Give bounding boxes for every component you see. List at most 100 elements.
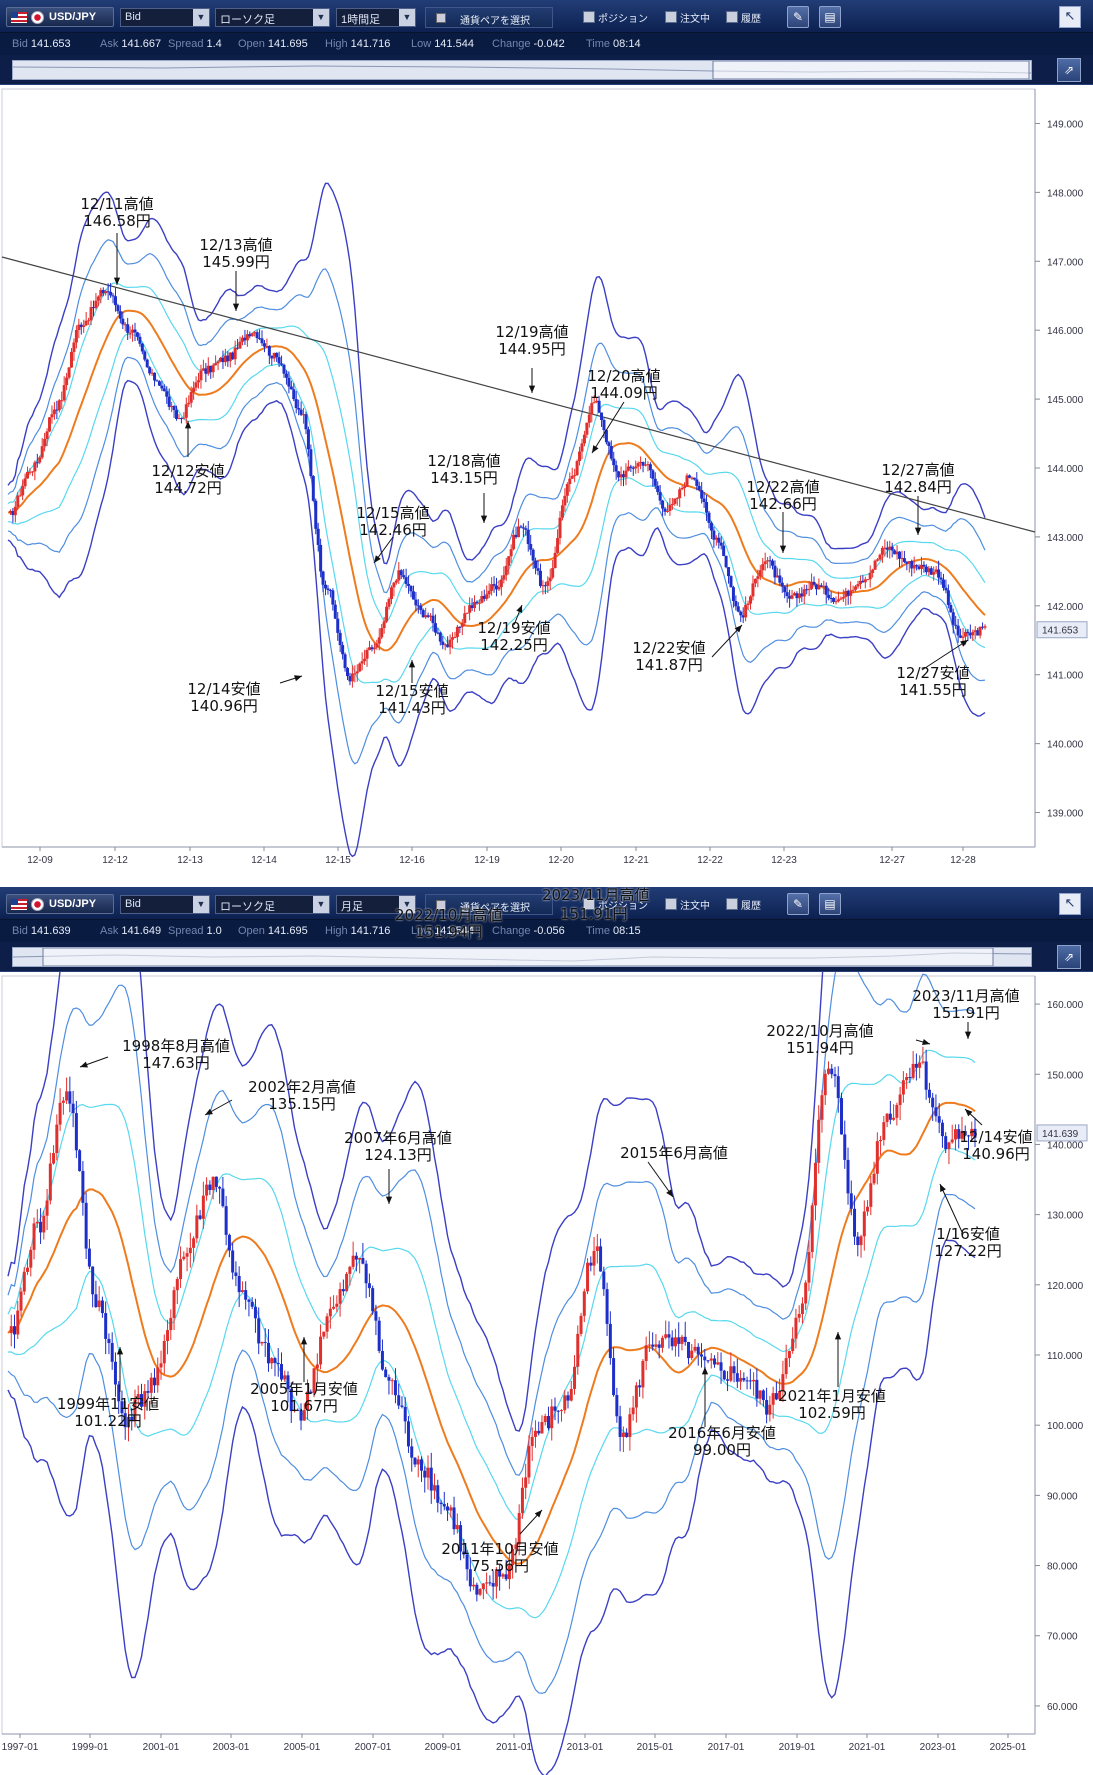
- candle-body: [227, 1234, 231, 1251]
- currency-pair-badge[interactable]: USD/JPY: [6, 894, 114, 914]
- candle-body: [937, 569, 941, 578]
- candle-body: [849, 590, 853, 596]
- collapse-arrow-icon[interactable]: ↖: [1059, 6, 1081, 28]
- x-tick-label: 12-23: [771, 855, 797, 866]
- candle-body: [538, 570, 542, 586]
- candle-body: [485, 594, 489, 599]
- candle-body: [790, 595, 794, 599]
- settings-window-icon[interactable]: ▤: [819, 6, 841, 28]
- drawing-tool-icon[interactable]: ✎: [787, 6, 809, 28]
- candle-body: [862, 1211, 866, 1237]
- candle-body: [74, 1113, 78, 1151]
- candle-body: [97, 1300, 101, 1307]
- candle-body: [448, 639, 452, 648]
- candle-body: [67, 367, 71, 378]
- expand-icon[interactable]: ⇗: [1057, 945, 1081, 969]
- timeframe-select[interactable]: 月足 ▼: [336, 895, 416, 914]
- candle-body: [423, 1470, 427, 1478]
- candle-body: [550, 1406, 554, 1429]
- candle-body: [548, 577, 552, 582]
- history-checkbox[interactable]: 履歴: [726, 897, 761, 912]
- annotation-value: 141.43円: [378, 699, 446, 717]
- candle-body: [355, 671, 359, 674]
- collapse-arrow-icon[interactable]: ↖: [1059, 893, 1081, 915]
- candle-body: [712, 530, 716, 540]
- candle-body: [490, 584, 494, 591]
- candle-body: [781, 1374, 785, 1392]
- candle-body: [385, 606, 389, 622]
- candle-body: [944, 1136, 948, 1150]
- candle-body: [824, 585, 828, 595]
- candle-body: [683, 486, 687, 489]
- candle-body: [844, 590, 848, 597]
- y-tick-label: 148.000: [1047, 188, 1084, 199]
- candle-body: [780, 582, 784, 587]
- navigator-scrollbar[interactable]: [12, 60, 1032, 80]
- monthly-candlestick-chart[interactable]: 160.000 150.000 140.000 130.000 120.000 110.0…: [0, 972, 1093, 1775]
- annotation-value: 142.66円: [749, 495, 817, 513]
- chart-style-select[interactable]: ローソク足 ▼: [215, 895, 330, 914]
- candle-body: [624, 470, 628, 478]
- annotation-label: 12/22安値: [632, 639, 705, 657]
- select-pair-button[interactable]: 通貨ペアを選択: [425, 894, 553, 915]
- candle-body: [189, 392, 193, 403]
- moving-average-line: [7, 309, 986, 652]
- candle-body: [87, 1248, 91, 1267]
- hourly-candlestick-chart[interactable]: 149.000 148.000 147.000 146.000 145.000 144.0…: [0, 85, 1093, 887]
- candle-body: [111, 295, 115, 297]
- currency-pair-badge[interactable]: USD/JPY: [6, 7, 114, 27]
- candle-body: [570, 475, 574, 479]
- candle-body: [201, 368, 205, 371]
- navigator-scrollbar[interactable]: [12, 947, 1032, 967]
- candle-body: [473, 601, 477, 609]
- annotation-arrowhead: [294, 675, 302, 682]
- settings-window-icon[interactable]: ▤: [819, 893, 841, 915]
- candle-body: [660, 1337, 664, 1348]
- candle-body: [419, 1459, 423, 1471]
- chart-style-select[interactable]: ローソク足 ▼: [215, 8, 330, 27]
- candle-body: [722, 545, 726, 556]
- candle-body: [91, 307, 95, 309]
- candle-body: [565, 484, 569, 496]
- candle-body: [927, 1089, 931, 1098]
- candle-body: [192, 387, 196, 393]
- timeframe-select[interactable]: 1時間足 ▼: [336, 8, 416, 27]
- candle-body: [641, 1360, 645, 1388]
- candle-body: [731, 587, 735, 602]
- candle-body: [325, 1316, 329, 1332]
- candle-body: [143, 351, 147, 360]
- candle-body: [157, 381, 161, 386]
- candle-body: [527, 1446, 531, 1478]
- price-type-select[interactable]: Bid ▼: [120, 8, 210, 27]
- candle-body: [530, 1436, 534, 1447]
- candle-body: [900, 558, 904, 560]
- timeframe-value: 1時間足: [341, 14, 381, 26]
- x-tick-label: 12-22: [697, 855, 723, 866]
- drawing-tool-icon[interactable]: ✎: [787, 893, 809, 915]
- select-pair-button[interactable]: 通貨ペアを選択: [425, 7, 553, 28]
- current-price-label: 141.653: [1042, 626, 1079, 637]
- annotation-value: 102.59円: [798, 1404, 866, 1422]
- candle-body: [722, 1370, 726, 1380]
- candle-body: [697, 485, 701, 491]
- candle-body: [65, 377, 69, 386]
- candle-body: [238, 341, 242, 349]
- candle-body: [231, 1250, 235, 1273]
- price-type-select[interactable]: Bid ▼: [120, 895, 210, 914]
- candle-body: [292, 389, 296, 400]
- orders-checkbox[interactable]: 注文中: [665, 10, 710, 25]
- candle-body: [250, 333, 254, 337]
- position-checkbox[interactable]: ポジション: [583, 10, 648, 25]
- history-checkbox[interactable]: 履歴: [726, 10, 761, 25]
- candle-body: [971, 631, 975, 636]
- position-checkbox[interactable]: ポジション: [583, 897, 648, 912]
- candle-body: [810, 581, 814, 589]
- info-open: Open 141.695: [238, 925, 308, 937]
- orders-checkbox[interactable]: 注文中: [665, 897, 710, 912]
- candle-body: [201, 1195, 205, 1219]
- expand-icon[interactable]: ⇗: [1057, 58, 1081, 82]
- candle-body: [38, 457, 42, 463]
- candle-body: [416, 1459, 420, 1465]
- y-tick-label: 100.000: [1047, 1421, 1084, 1432]
- candle-body: [812, 581, 816, 585]
